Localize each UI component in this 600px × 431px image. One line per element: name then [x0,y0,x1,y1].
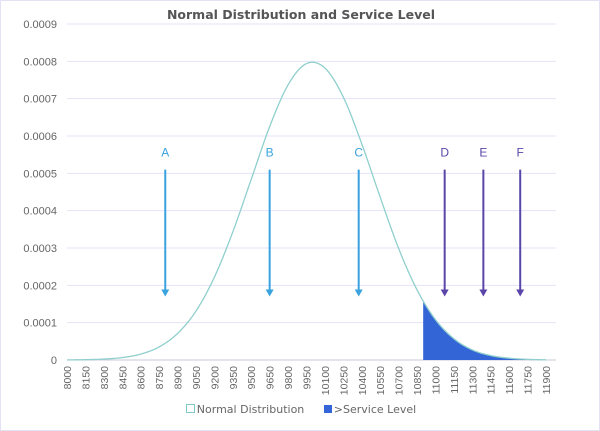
x-tick-label: 11450 [486,366,498,395]
x-tick-label: 10700 [394,366,406,395]
x-tick-label: 8300 [99,366,111,390]
y-tick-label: 0.0008 [23,56,57,68]
x-tick-label: 10100 [320,366,332,395]
x-tick-label: 11150 [449,366,461,394]
x-tick-label: 9350 [228,366,240,390]
arrowhead-icon [354,289,363,297]
x-tick-label: 10850 [412,366,424,395]
x-tick-label: 8150 [80,366,92,390]
y-tick-label: 0.0006 [23,131,57,143]
arrow-label-a: A [161,146,169,160]
arrow-label-f: F [517,146,524,160]
x-tick-label: 11000 [430,366,442,395]
y-tick-label: 0.0002 [23,280,57,292]
y-tick-label: 0.0003 [23,243,57,255]
arrowhead-icon [161,289,170,297]
service-level-area [423,301,546,360]
x-tick-label: 8750 [154,366,166,390]
x-tick-label: 10250 [338,366,350,395]
x-tick-label: 8600 [136,366,148,390]
legend: Normal Distribution >Service Level [1,403,599,416]
normal-distribution-line [66,61,547,361]
arrow-label-c: C [354,146,363,160]
x-tick-label: 9800 [283,366,295,390]
x-tick-label: 9500 [246,366,258,390]
x-tick-label: 11900 [541,366,553,395]
x-tick-label: 11750 [523,366,535,395]
y-tick-label: 0.0005 [23,168,57,180]
arrow-label-d: D [440,146,449,160]
legend-label-normal: Normal Distribution [196,403,305,416]
arrow-label-b: B [266,146,274,160]
x-tick-label: 10400 [357,366,369,395]
legend-swatch-normal [185,404,195,413]
x-tick-label: 8450 [117,366,129,390]
legend-item-service: >Service Level [323,403,417,416]
x-tick-label: 9650 [265,366,277,390]
y-tick-label: 0.0007 [23,94,57,106]
y-tick-label: 0.0009 [23,19,57,31]
arrowhead-icon [479,289,488,297]
x-tick-label: 8000 [62,366,74,390]
arrowhead-icon [440,289,449,297]
x-tick-label: 8900 [173,366,185,390]
arrowhead-icon [265,289,274,297]
x-tick-label: 9200 [209,366,221,390]
x-tick-label: 10550 [375,366,387,395]
legend-item-normal: Normal Distribution [185,403,305,416]
x-tick-label: 9950 [302,366,314,390]
arrow-label-e: E [479,146,487,160]
x-tick-label: 11300 [467,366,479,395]
x-tick-label: 11600 [504,366,516,395]
legend-label-service: >Service Level [333,403,417,416]
y-tick-label: 0.0004 [23,206,57,218]
chart-title: Normal Distribution and Service Level [166,7,436,22]
legend-swatch-service [323,405,332,413]
y-tick-label: 0 [51,355,57,367]
x-tick-label: 9050 [191,366,203,390]
arrowhead-icon [516,289,525,297]
y-tick-label: 0.0001 [23,318,57,330]
